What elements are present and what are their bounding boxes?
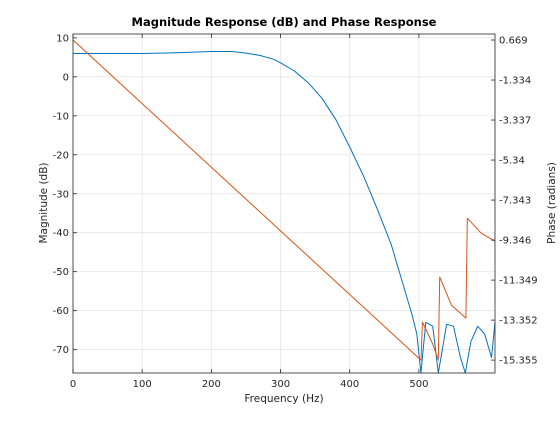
left-y-axis-ticks: 10 0 -10 -20 -30 -40 -50 -60 -70 xyxy=(53,33,77,356)
left-y-tick-label: -40 xyxy=(53,228,69,239)
right-y-tick-label: -3.337 xyxy=(499,116,531,127)
right-y-tick-label: 0.669 xyxy=(499,36,528,47)
right-y-tick-label: -7.343 xyxy=(499,196,531,207)
x-tick-label: 300 xyxy=(271,379,290,390)
chart-title: Magnitude Response (dB) and Phase Respon… xyxy=(132,15,437,29)
plot-area-background xyxy=(73,34,495,373)
left-y-tick-label: -10 xyxy=(53,111,69,122)
left-y-tick-label: -30 xyxy=(53,189,69,200)
left-y-tick-label: 0 xyxy=(63,72,69,83)
right-y-tick-label: -9.346 xyxy=(499,236,531,247)
x-tick-label: 400 xyxy=(340,379,359,390)
x-tick-label: 0 xyxy=(70,379,76,390)
right-y-tick-label: -13.352 xyxy=(499,316,538,327)
right-y-tick-label: -11.349 xyxy=(499,276,538,287)
left-y-tick-label: -50 xyxy=(53,267,69,278)
phase-series-group xyxy=(72,39,496,361)
left-y-tick-label: -70 xyxy=(53,345,69,356)
magnitude-response-line xyxy=(73,51,496,374)
right-y-tick-label: -5.34 xyxy=(499,156,525,167)
x-axis-ticks: 0 100 200 300 400 500 xyxy=(70,34,428,390)
right-y-tick-label: -15.355 xyxy=(499,356,538,367)
grid-lines xyxy=(72,34,495,373)
right-y-axis-ticks: 0.669 -1.334 -3.337 -5.34 -7.343 -9.346 -11.34… xyxy=(491,36,538,367)
x-tick-label: 500 xyxy=(409,379,428,390)
left-y-tick-label: -20 xyxy=(53,150,69,161)
left-y-tick-label: 10 xyxy=(56,33,69,44)
left-y-tick-label: -60 xyxy=(53,306,69,317)
x-tick-label: 200 xyxy=(202,379,221,390)
phase-response-line xyxy=(72,39,496,361)
plot-area-frame xyxy=(72,33,496,374)
right-y-tick-label: -1.334 xyxy=(499,76,531,87)
x-axis-label: Frequency (Hz) xyxy=(244,393,323,405)
left-y-axis-label: Magnitude (dB) xyxy=(38,162,50,243)
x-tick-label: 100 xyxy=(133,379,152,390)
right-y-axis-label: Phase (radians) xyxy=(546,162,558,244)
magnitude-series-group xyxy=(73,51,496,374)
